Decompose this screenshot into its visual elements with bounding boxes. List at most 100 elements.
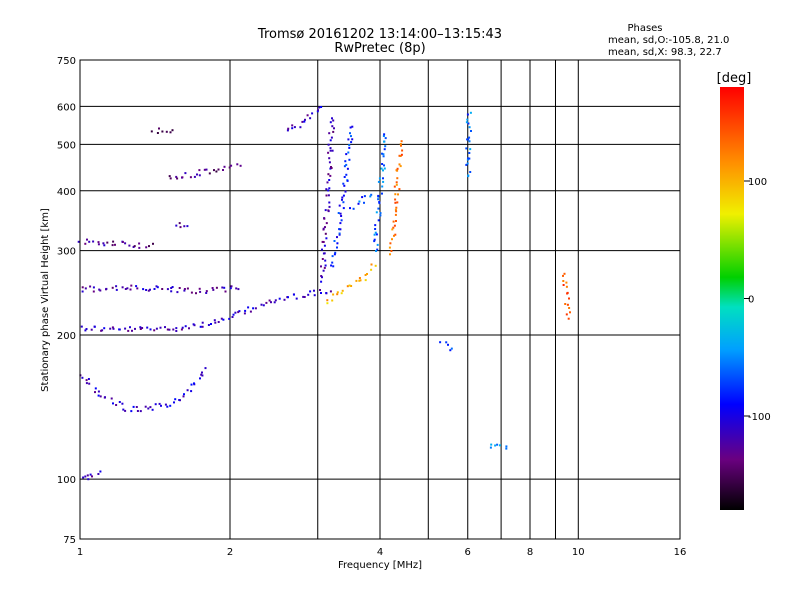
echo-point [320, 265, 322, 268]
echo-point [211, 287, 214, 289]
echo-point [101, 329, 104, 332]
echo-point [331, 299, 334, 302]
echo-point [391, 238, 393, 241]
echo-point [138, 246, 141, 249]
chart-subtitle: RwPretec (8p) [334, 41, 425, 56]
echo-point [343, 165, 346, 168]
phase-o-stats: mean, sd,O:-105.8, 21.0 [608, 35, 729, 46]
echo-point [358, 277, 361, 279]
echo-point [175, 327, 178, 330]
echo-point [148, 245, 150, 248]
echo-point [190, 383, 193, 386]
echo-point [327, 143, 330, 146]
echo-point [293, 293, 295, 296]
echo-point [98, 288, 101, 291]
echo-point [303, 296, 306, 298]
echo-point [566, 303, 569, 306]
echo-point [229, 287, 232, 290]
echo-point [249, 310, 252, 313]
echo-point [373, 233, 376, 236]
echo-point [320, 292, 322, 294]
echo-point [254, 307, 257, 310]
echo-point [224, 290, 227, 293]
echo-point [237, 288, 240, 291]
echo-point [393, 224, 396, 227]
echo-point [382, 177, 384, 180]
echo-point [150, 130, 153, 133]
echo-point [469, 148, 472, 151]
echo-point [134, 327, 136, 330]
echo-point [97, 394, 100, 397]
echo-point [320, 275, 323, 277]
echo-point [198, 174, 201, 177]
echo-point [115, 288, 118, 291]
echo-point [340, 292, 343, 295]
echo-point [355, 279, 358, 282]
echo-point [465, 121, 468, 124]
echo-point [164, 326, 166, 329]
echo-point [243, 312, 246, 315]
echo-point [112, 402, 114, 405]
echo-point [166, 288, 169, 291]
echo-point [393, 185, 396, 188]
echo-point [447, 343, 449, 346]
echo-point [94, 387, 97, 390]
echo-point [112, 327, 115, 330]
echo-point [327, 189, 330, 192]
echo-point [399, 155, 402, 157]
echo-point [205, 168, 208, 171]
x-tick-label: 16 [674, 547, 687, 558]
echo-point [204, 367, 207, 370]
echo-point [358, 200, 361, 203]
echo-point [328, 201, 331, 204]
echo-point [351, 138, 354, 141]
echo-point [349, 132, 351, 135]
echo-point [181, 326, 184, 329]
echo-point [135, 285, 138, 288]
echo-point [166, 405, 169, 408]
echo-point [376, 248, 379, 251]
colorbar-tick-label: -100 [748, 412, 771, 423]
echo-point [273, 301, 276, 304]
y-tick-label: 300 [57, 247, 76, 258]
echo-point [562, 284, 565, 286]
echo-point [373, 240, 376, 243]
echo-point [351, 125, 354, 128]
echo-point [396, 201, 399, 204]
echo-point [326, 299, 329, 302]
echo-point [331, 149, 334, 152]
y-axis-label: Stationary phase Virtual Height [km] [40, 208, 51, 392]
echo-point [468, 136, 471, 139]
echo-point [97, 241, 100, 244]
echo-point [466, 118, 469, 121]
echo-point [175, 330, 178, 332]
echo-point [336, 242, 339, 245]
echo-point [186, 287, 189, 290]
plot-area-border [79, 59, 681, 540]
echo-point [382, 155, 385, 158]
y-tick-label: 75 [63, 535, 76, 546]
echo-point [399, 165, 402, 168]
echo-point [156, 132, 159, 134]
echo-point [149, 288, 151, 291]
echo-point [328, 187, 331, 190]
echo-point [395, 169, 398, 172]
echo-point [139, 326, 142, 329]
phase-x-stats: mean, sd,X: 98.3, 22.7 [608, 47, 722, 58]
x-axis-label: Frequency [MHz] [338, 560, 422, 571]
echo-point [339, 212, 342, 215]
echo-point [195, 292, 197, 295]
echo-point [192, 323, 195, 326]
echo-point [329, 149, 332, 152]
echo-point [136, 287, 139, 290]
echo-point [223, 165, 226, 168]
echo-point [186, 389, 189, 392]
echo-point [309, 290, 312, 293]
echo-point [165, 130, 168, 133]
echo-point [370, 268, 373, 271]
echo-point [166, 328, 169, 331]
echo-point [383, 133, 386, 136]
echo-point [322, 252, 325, 255]
echo-point [449, 349, 452, 352]
echo-point [565, 281, 568, 284]
